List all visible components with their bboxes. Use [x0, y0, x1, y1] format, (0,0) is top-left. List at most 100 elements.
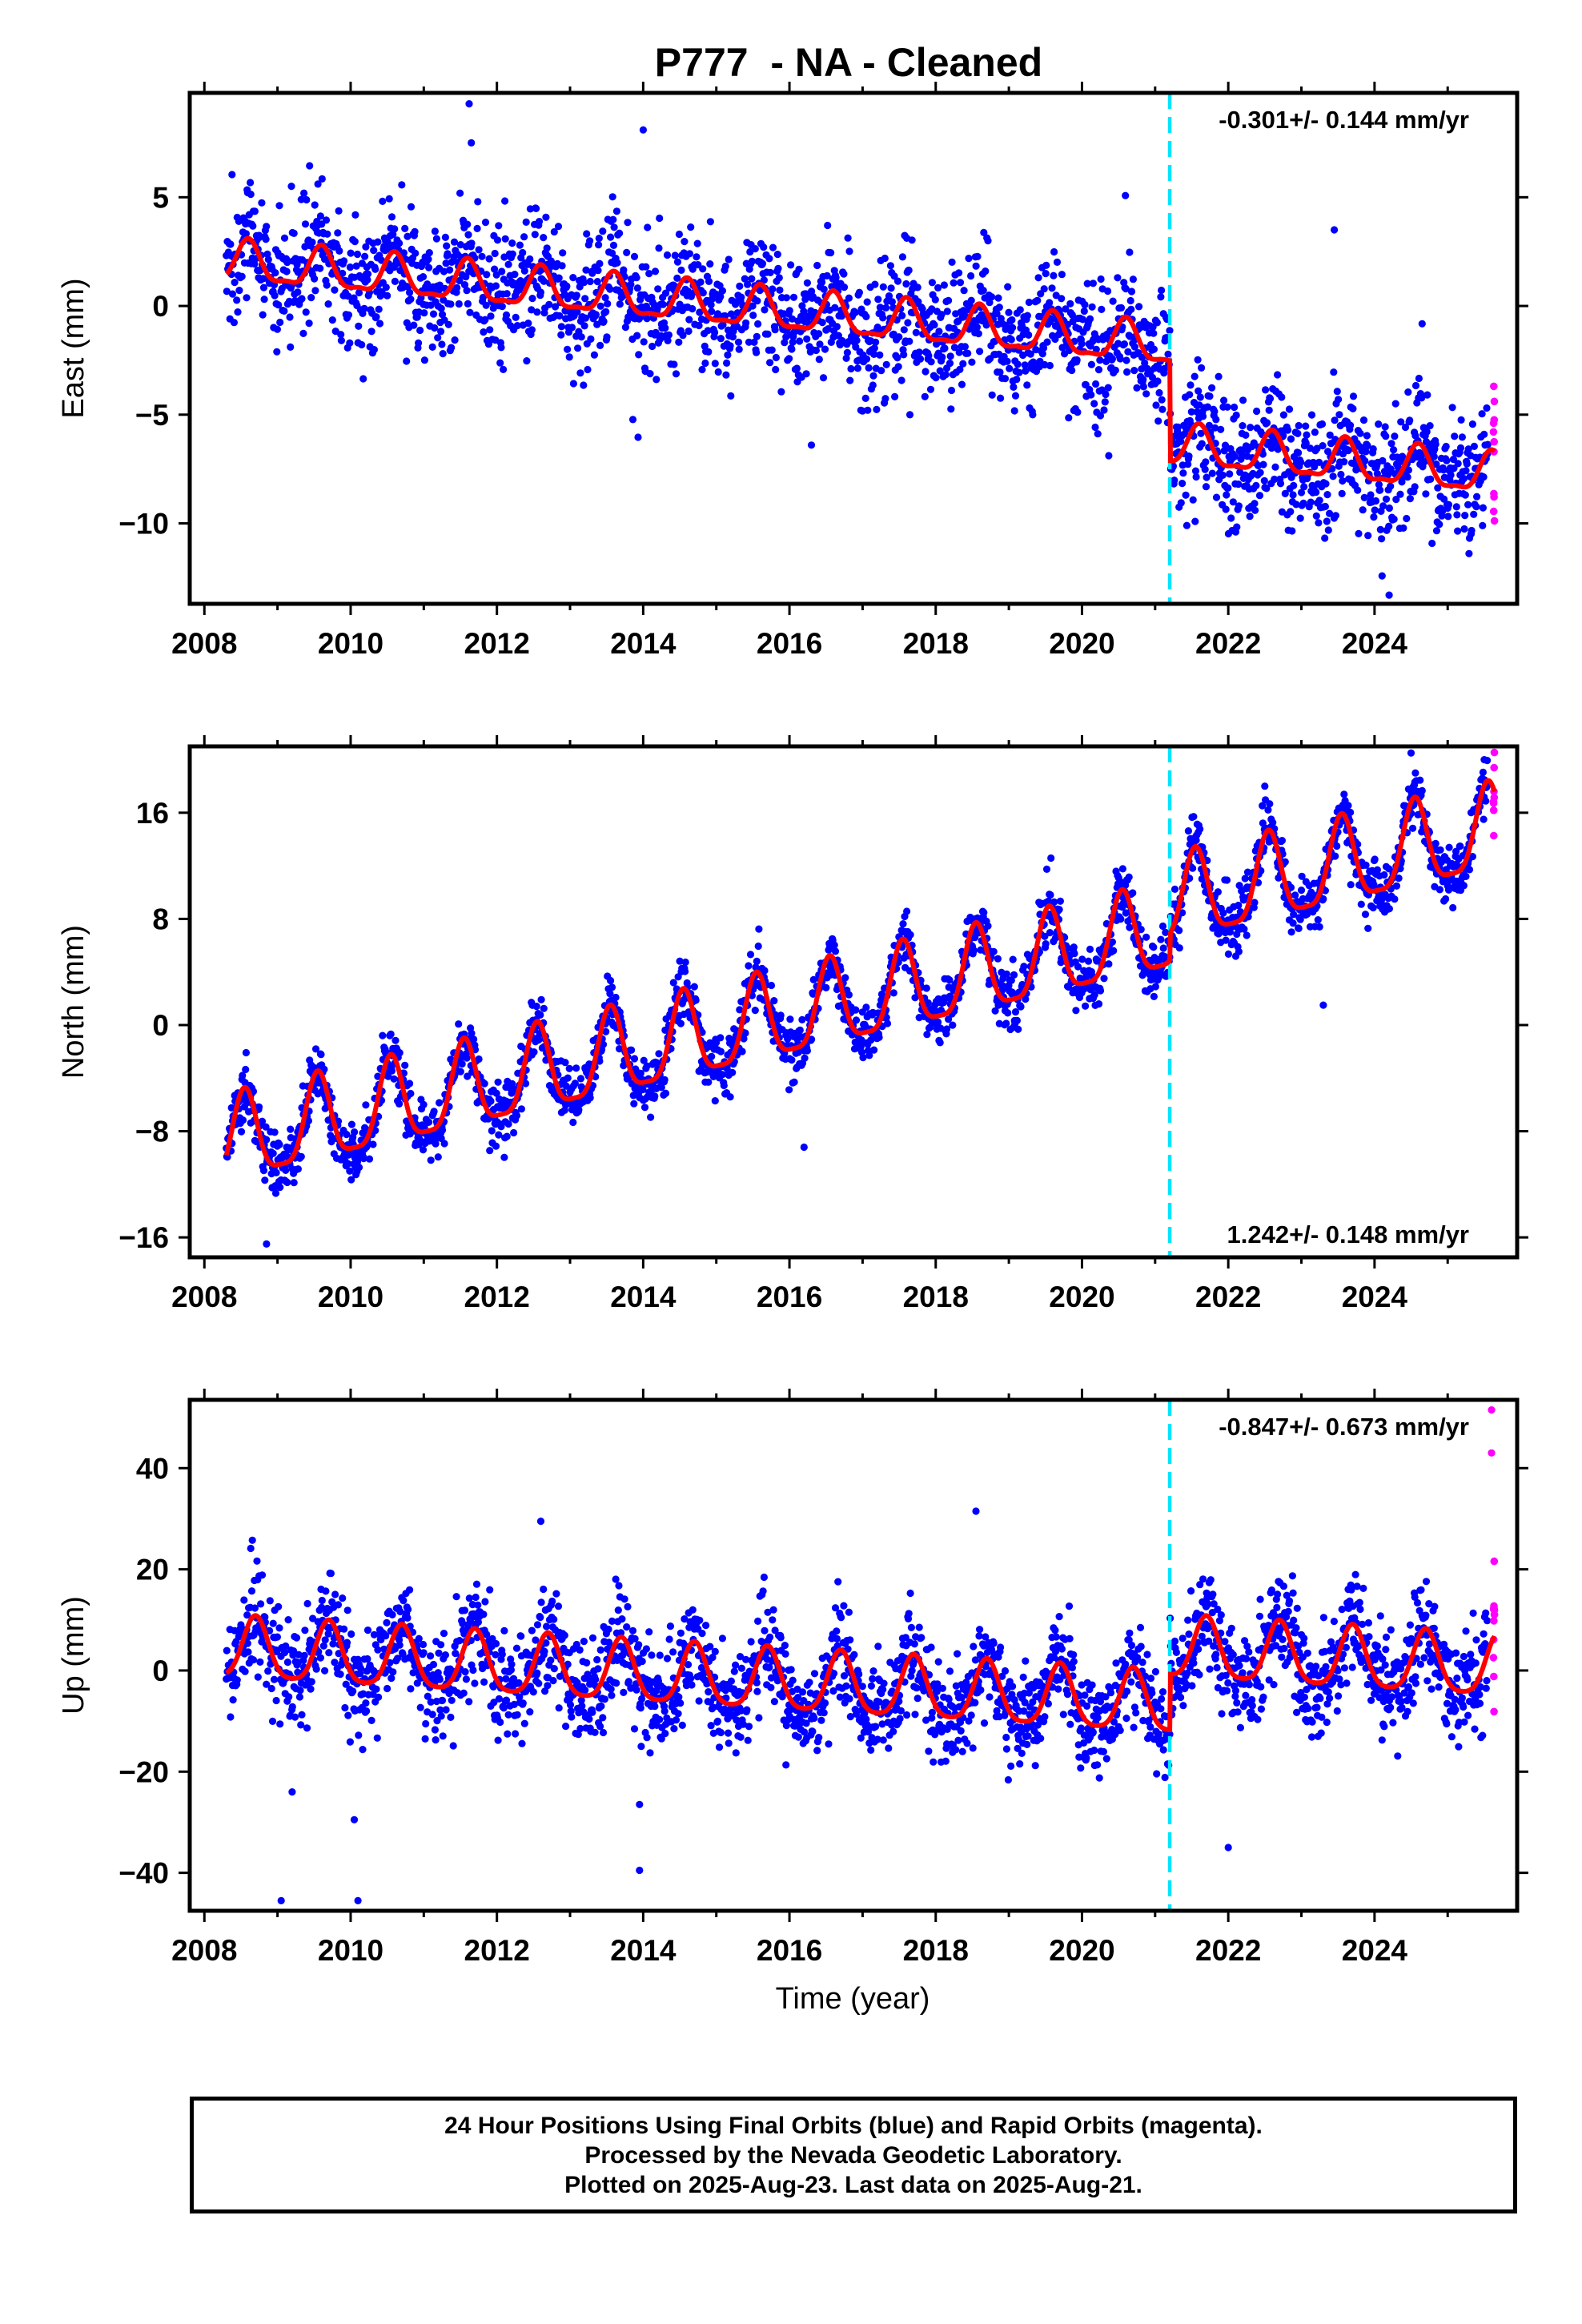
final-orbit-point	[443, 242, 451, 250]
final-orbit-point	[934, 1018, 942, 1026]
final-orbit-point	[1479, 768, 1487, 777]
final-orbit-point	[316, 212, 324, 220]
final-orbit-point	[264, 255, 272, 263]
final-orbit-point	[736, 1006, 744, 1014]
final-orbit-point	[599, 1040, 608, 1048]
final-orbit-point	[1158, 286, 1166, 295]
final-orbit-point	[1315, 497, 1323, 505]
final-orbit-point	[1287, 435, 1295, 443]
final-orbit-point	[1355, 529, 1363, 538]
final-orbit-point	[882, 304, 890, 312]
final-orbit-point	[1385, 504, 1393, 513]
final-orbit-point	[311, 1045, 320, 1053]
final-orbit-point	[347, 1120, 355, 1128]
final-orbit-point	[1202, 483, 1211, 491]
outlier-point	[1407, 749, 1415, 757]
final-orbit-point	[1457, 416, 1465, 424]
final-orbit-point	[767, 981, 776, 990]
final-orbit-point	[1010, 383, 1018, 391]
final-orbit-point	[673, 274, 681, 282]
final-orbit-point	[1231, 403, 1239, 412]
final-orbit-point	[599, 227, 607, 235]
rapid-orbit-point	[1490, 397, 1499, 406]
final-orbit-point	[1104, 384, 1112, 392]
final-orbit-point	[535, 1035, 543, 1044]
final-orbit-point	[1096, 412, 1105, 420]
final-orbit-point	[327, 1132, 335, 1140]
final-orbit-point	[1094, 430, 1102, 438]
final-orbit-point	[519, 248, 527, 257]
final-orbit-point	[938, 311, 946, 319]
final-orbit-point	[750, 338, 758, 346]
final-orbit-point	[335, 207, 343, 215]
final-orbit-point	[1100, 406, 1108, 414]
final-orbit-point	[384, 1072, 392, 1080]
final-orbit-point	[259, 1167, 268, 1175]
final-orbit-point	[655, 244, 663, 252]
final-orbit-point	[988, 391, 996, 399]
y-tick-label: 5	[152, 181, 169, 214]
final-orbit-point	[516, 241, 524, 249]
final-orbit-point	[616, 229, 624, 237]
final-orbit-point	[1266, 800, 1274, 808]
final-orbit-point	[821, 345, 829, 353]
final-orbit-point	[311, 275, 319, 283]
final-orbit-point	[606, 285, 614, 293]
final-orbit-point	[741, 1029, 749, 1037]
final-orbit-point	[633, 284, 642, 292]
final-orbit-point	[324, 300, 332, 308]
final-orbit-point	[1070, 950, 1078, 958]
final-orbit-point	[1154, 417, 1162, 425]
final-orbit-point	[1462, 467, 1470, 475]
final-orbit-point	[271, 1189, 280, 1197]
final-orbit-point	[503, 1132, 511, 1140]
final-orbit-point	[711, 360, 719, 368]
final-orbit-point	[784, 1035, 792, 1043]
final-orbit-point	[271, 292, 279, 300]
final-orbit-point	[272, 1168, 280, 1176]
final-orbit-point	[374, 238, 382, 246]
final-orbit-point	[1271, 463, 1279, 471]
final-orbit-point	[1321, 534, 1329, 542]
final-orbit-point	[370, 247, 378, 255]
final-orbit-point	[427, 1156, 435, 1164]
final-orbit-point	[359, 1155, 367, 1163]
final-orbit-point	[1396, 490, 1404, 498]
final-orbit-point	[1023, 381, 1031, 389]
final-orbit-point	[1439, 466, 1447, 474]
final-orbit-point	[1122, 356, 1130, 364]
final-orbit-point	[247, 191, 255, 199]
final-orbit-point	[753, 348, 761, 356]
final-orbit-point	[945, 1015, 953, 1023]
final-orbit-point	[1326, 509, 1334, 517]
final-orbit-point	[584, 365, 592, 374]
final-orbit-point	[1382, 495, 1391, 503]
final-orbit-point	[790, 1078, 798, 1086]
final-orbit-point	[468, 239, 476, 247]
x-tick-label: 2010	[318, 1281, 383, 1313]
final-orbit-point	[946, 976, 954, 984]
final-orbit-point	[363, 275, 371, 283]
final-orbit-point	[862, 312, 870, 320]
final-orbit-point	[1399, 524, 1407, 533]
final-orbit-point	[1404, 466, 1412, 474]
final-orbit-point	[1137, 926, 1145, 934]
final-orbit-point	[439, 350, 447, 358]
x-tick-label: 2012	[464, 1281, 530, 1313]
final-orbit-point	[842, 354, 850, 362]
final-orbit-point	[497, 1123, 505, 1131]
final-orbit-point	[947, 386, 956, 395]
final-orbit-point	[1278, 393, 1286, 401]
final-orbit-point	[769, 243, 777, 251]
final-orbit-point	[1042, 270, 1050, 278]
final-orbit-point	[458, 1059, 466, 1068]
final-orbit-point	[1034, 296, 1042, 304]
final-orbit-point	[470, 1035, 478, 1043]
final-orbit-point	[1235, 882, 1243, 890]
final-orbit-point	[1375, 420, 1383, 428]
final-orbit-point	[372, 313, 380, 321]
rapid-orbit-point	[1490, 794, 1499, 802]
final-orbit-point	[758, 259, 767, 267]
final-orbit-point	[581, 314, 590, 322]
final-orbit-point	[1220, 396, 1228, 404]
